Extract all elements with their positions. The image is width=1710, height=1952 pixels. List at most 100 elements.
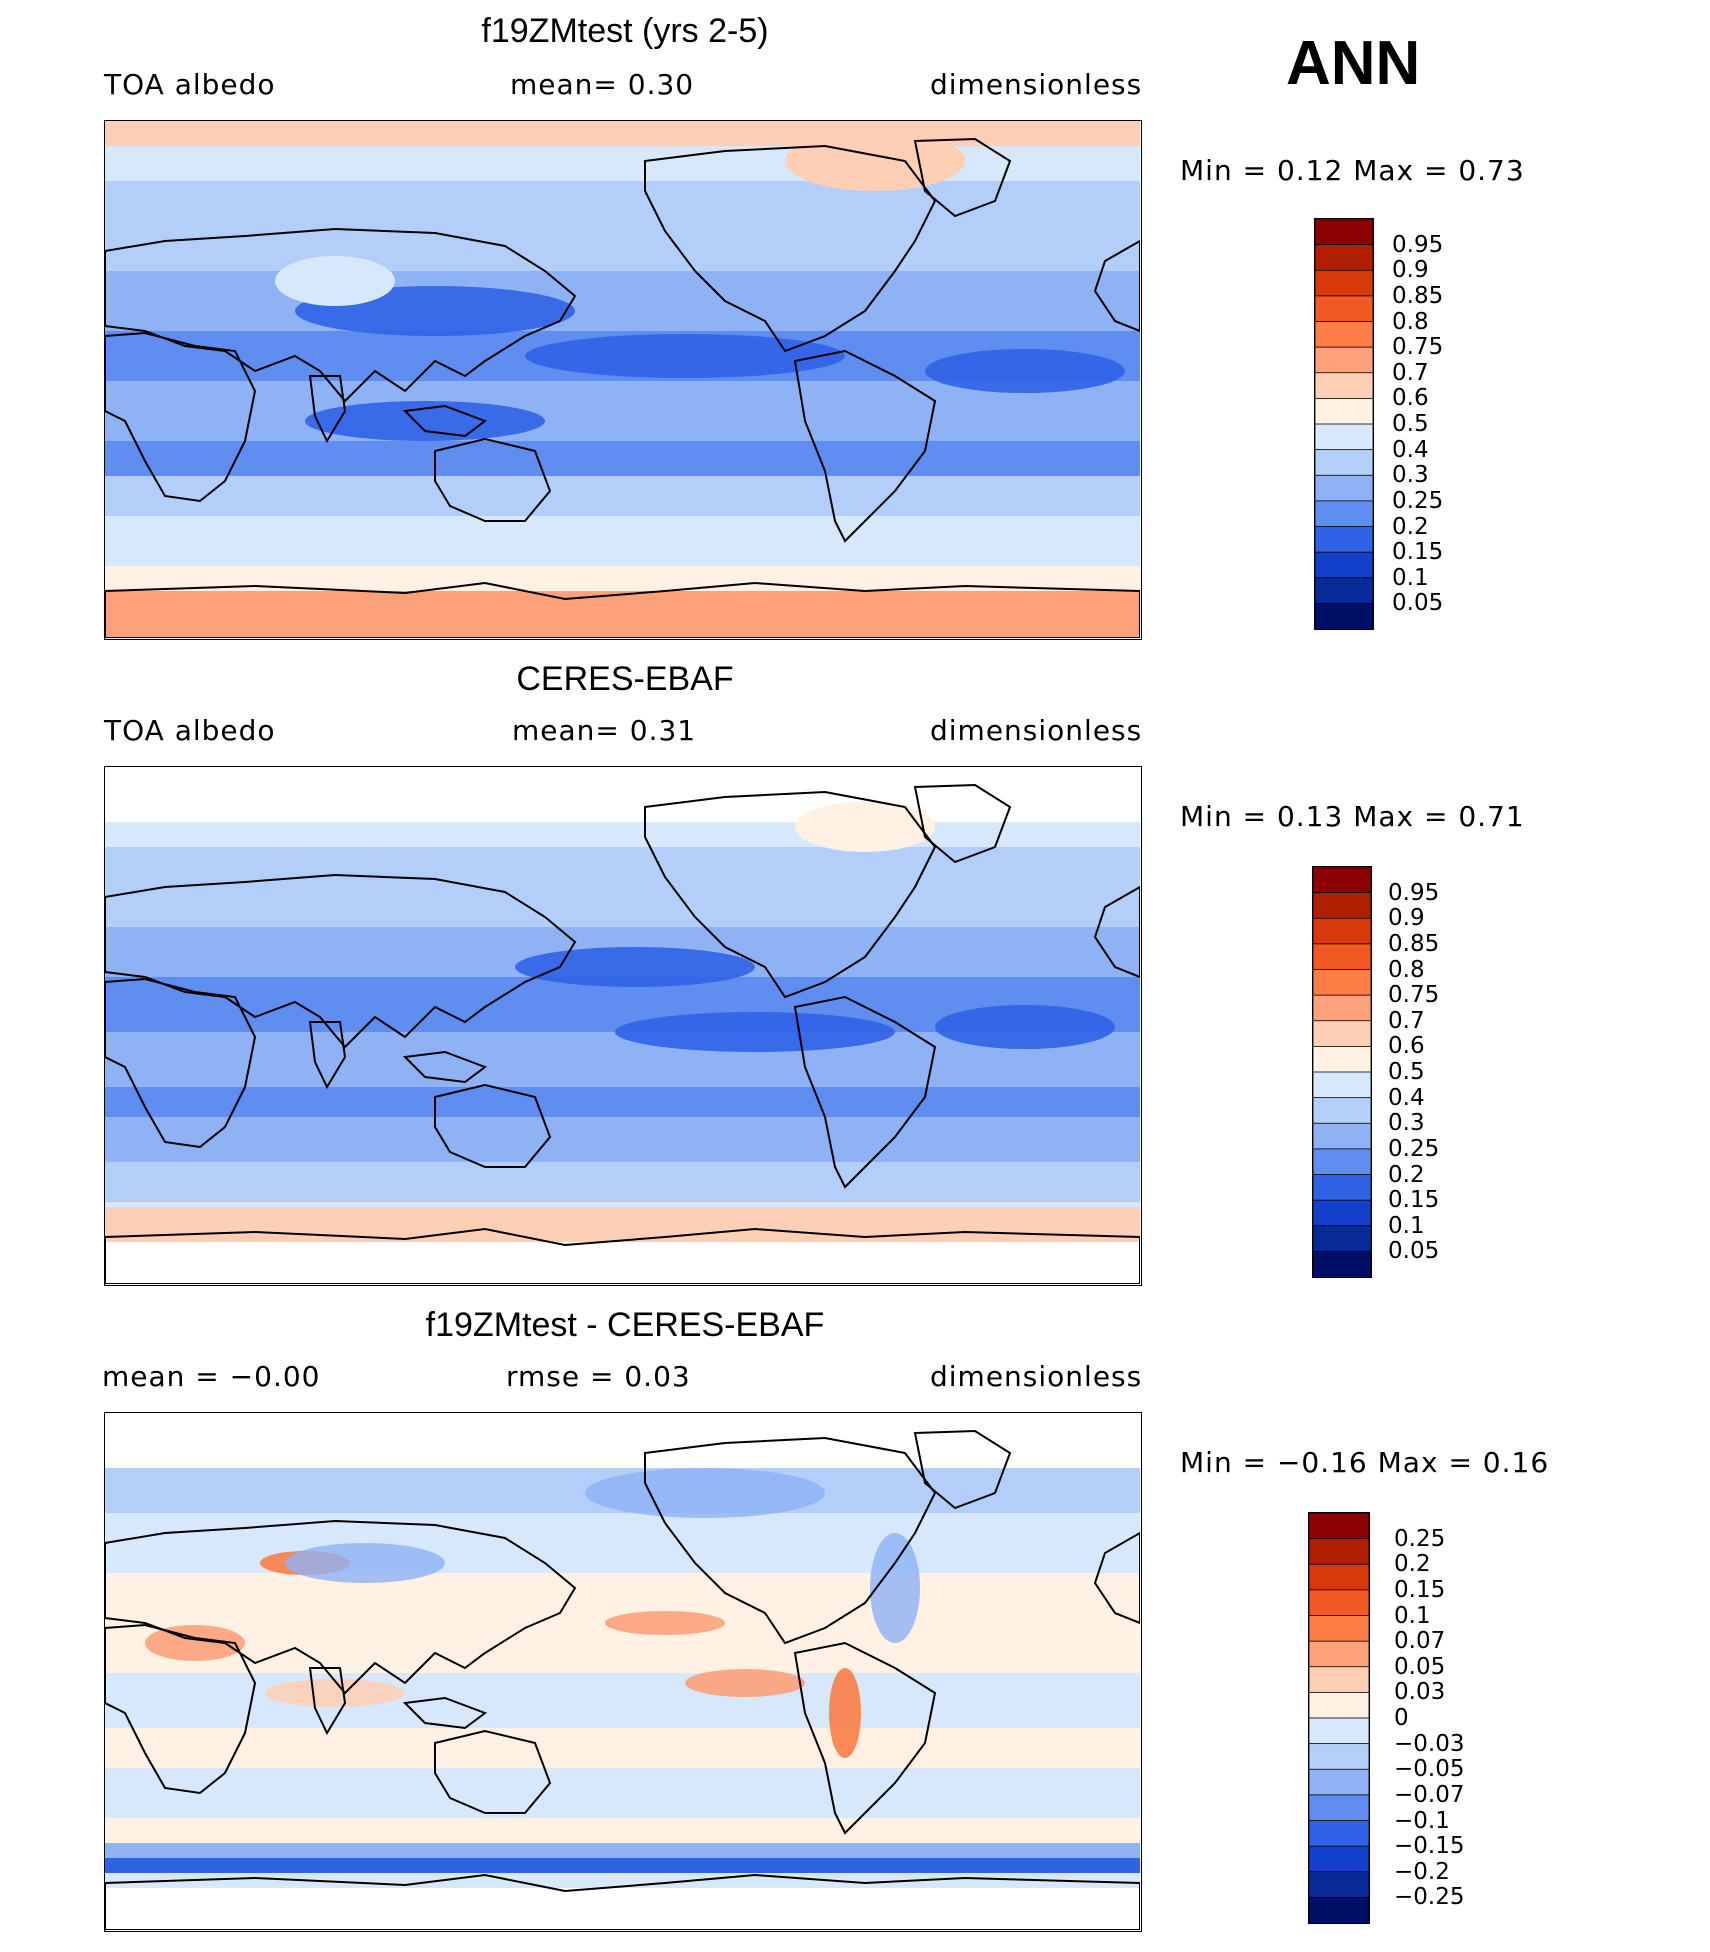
colorbar-swatch xyxy=(1309,1615,1369,1643)
contour-band xyxy=(105,1858,1140,1873)
coastline xyxy=(105,331,257,503)
contour-region xyxy=(145,1625,245,1661)
colorbar-tick-label: 0.9 xyxy=(1392,257,1429,284)
colorbar-tick-label: 0.8 xyxy=(1388,956,1425,983)
colorbar-swatch xyxy=(1313,867,1371,894)
contour-region xyxy=(265,1679,405,1707)
colorbar-tick-label: 0.75 xyxy=(1392,334,1444,361)
colorbar-swatch xyxy=(1313,943,1371,971)
season-label: ANN xyxy=(1286,29,1421,98)
contour-band xyxy=(105,271,1140,331)
panel-2-mean: mean= 0.31 xyxy=(512,714,697,747)
contour-band xyxy=(105,381,1140,441)
colorbar-swatch xyxy=(1309,1640,1369,1668)
colorbar-swatch xyxy=(1309,1845,1369,1873)
colorbar-tick-label: 0.15 xyxy=(1392,539,1444,566)
colorbar-swatch xyxy=(1315,295,1373,323)
contour-band xyxy=(105,591,1140,638)
colorbar-swatch xyxy=(1309,1743,1369,1771)
colorbar-tick-label: 0.05 xyxy=(1392,590,1444,617)
colorbar-swatch xyxy=(1315,423,1373,451)
colorbar-swatch xyxy=(1313,1097,1371,1125)
coastline xyxy=(793,1641,937,1835)
coastline xyxy=(105,581,1140,638)
colorbar-swatch xyxy=(1309,1563,1369,1591)
panel-3-title: f19ZMtest - CERES-EBAF xyxy=(425,1306,825,1344)
colorbar-tick-label: 0.4 xyxy=(1388,1084,1425,1111)
contour-region xyxy=(515,947,755,987)
panel-3-units: dimensionless xyxy=(930,1360,1143,1393)
colorbar-tick-label: 0.2 xyxy=(1394,1551,1431,1578)
contour-region xyxy=(870,1533,920,1643)
colorbar-tick-label: −0.2 xyxy=(1394,1858,1450,1885)
contour-band xyxy=(105,1818,1140,1843)
colorbar-swatch xyxy=(1309,1589,1369,1617)
colorbar-tick-label: 0.9 xyxy=(1388,905,1425,932)
coastline xyxy=(105,1227,1140,1284)
colorbar-tick-label: 0.1 xyxy=(1392,564,1429,591)
colorbar-swatch xyxy=(1315,602,1373,629)
colorbar-swatch xyxy=(1315,577,1373,605)
colorbar-swatch xyxy=(1309,1794,1369,1822)
contour-band xyxy=(105,1207,1140,1242)
colorbar-swatch xyxy=(1309,1717,1369,1745)
coastline xyxy=(105,227,577,403)
coastline xyxy=(308,375,347,444)
colorbar-tick-label: 0.85 xyxy=(1392,282,1444,309)
contour-band xyxy=(105,1413,1140,1468)
contour-band xyxy=(105,1843,1140,1858)
contour-band xyxy=(105,1117,1140,1162)
colorbar-tick-label: 0.5 xyxy=(1392,411,1429,437)
panel-2-variable: TOA albedo xyxy=(104,714,276,747)
colorbar-tick-label: 0.85 xyxy=(1388,930,1440,957)
colorbar-swatch xyxy=(1313,892,1371,920)
colorbar-swatch xyxy=(1309,1666,1369,1694)
coastline xyxy=(402,1696,488,1730)
colorbar-swatch xyxy=(1315,526,1373,554)
coastline xyxy=(913,783,1012,864)
colorbar-tick-label: −0.07 xyxy=(1394,1781,1465,1808)
colorbar-swatch xyxy=(1313,994,1371,1022)
panel-2-min-max: Min = 0.13 Max = 0.71 xyxy=(1180,800,1525,833)
colorbar-swatch xyxy=(1309,1538,1369,1566)
colorbar-swatch xyxy=(1313,1225,1371,1253)
contour-band xyxy=(105,1087,1140,1117)
colorbar-tick-label: −0.15 xyxy=(1394,1833,1465,1860)
colorbar-swatch xyxy=(1313,1199,1371,1227)
colorbar-tick-label: 0.6 xyxy=(1388,1033,1425,1060)
colorbar-swatch xyxy=(1315,219,1373,246)
colorbar-swatch xyxy=(1313,969,1371,997)
contour-band xyxy=(105,767,1140,822)
colorbar-swatch xyxy=(1309,1768,1369,1796)
panel-2-colorbar xyxy=(1312,866,1372,1278)
colorbar-tick-label: −0.03 xyxy=(1394,1730,1465,1757)
coastline xyxy=(402,1050,488,1084)
contour-region xyxy=(585,1468,825,1518)
coastline xyxy=(1093,239,1140,333)
contour-band xyxy=(105,146,1140,181)
colorbar-swatch xyxy=(1315,474,1373,502)
contour-region xyxy=(275,256,395,306)
coastline xyxy=(308,1667,347,1736)
colorbar-swatch xyxy=(1315,321,1373,349)
colorbar-swatch xyxy=(1315,269,1373,297)
coastline xyxy=(105,1519,577,1695)
contour-band xyxy=(105,1728,1140,1768)
colorbar-swatch xyxy=(1313,1122,1371,1150)
coastline xyxy=(434,1729,552,1814)
contour-band xyxy=(105,441,1140,476)
contour-region xyxy=(615,1012,895,1052)
coastline xyxy=(308,1021,347,1090)
panel-2-map xyxy=(104,766,1142,1286)
colorbar-swatch xyxy=(1313,1071,1371,1099)
contour-region xyxy=(925,349,1125,393)
panel-1-map xyxy=(104,120,1142,640)
colorbar-tick-label: 0.15 xyxy=(1394,1576,1446,1603)
panel-1-mean: mean= 0.30 xyxy=(510,68,695,101)
contour-band xyxy=(105,1768,1140,1818)
colorbar-swatch xyxy=(1309,1513,1369,1540)
coastline xyxy=(105,1873,1140,1930)
colorbar-tick-label: 0.2 xyxy=(1392,513,1429,540)
coastline xyxy=(105,977,257,1149)
coastline xyxy=(434,1083,552,1168)
